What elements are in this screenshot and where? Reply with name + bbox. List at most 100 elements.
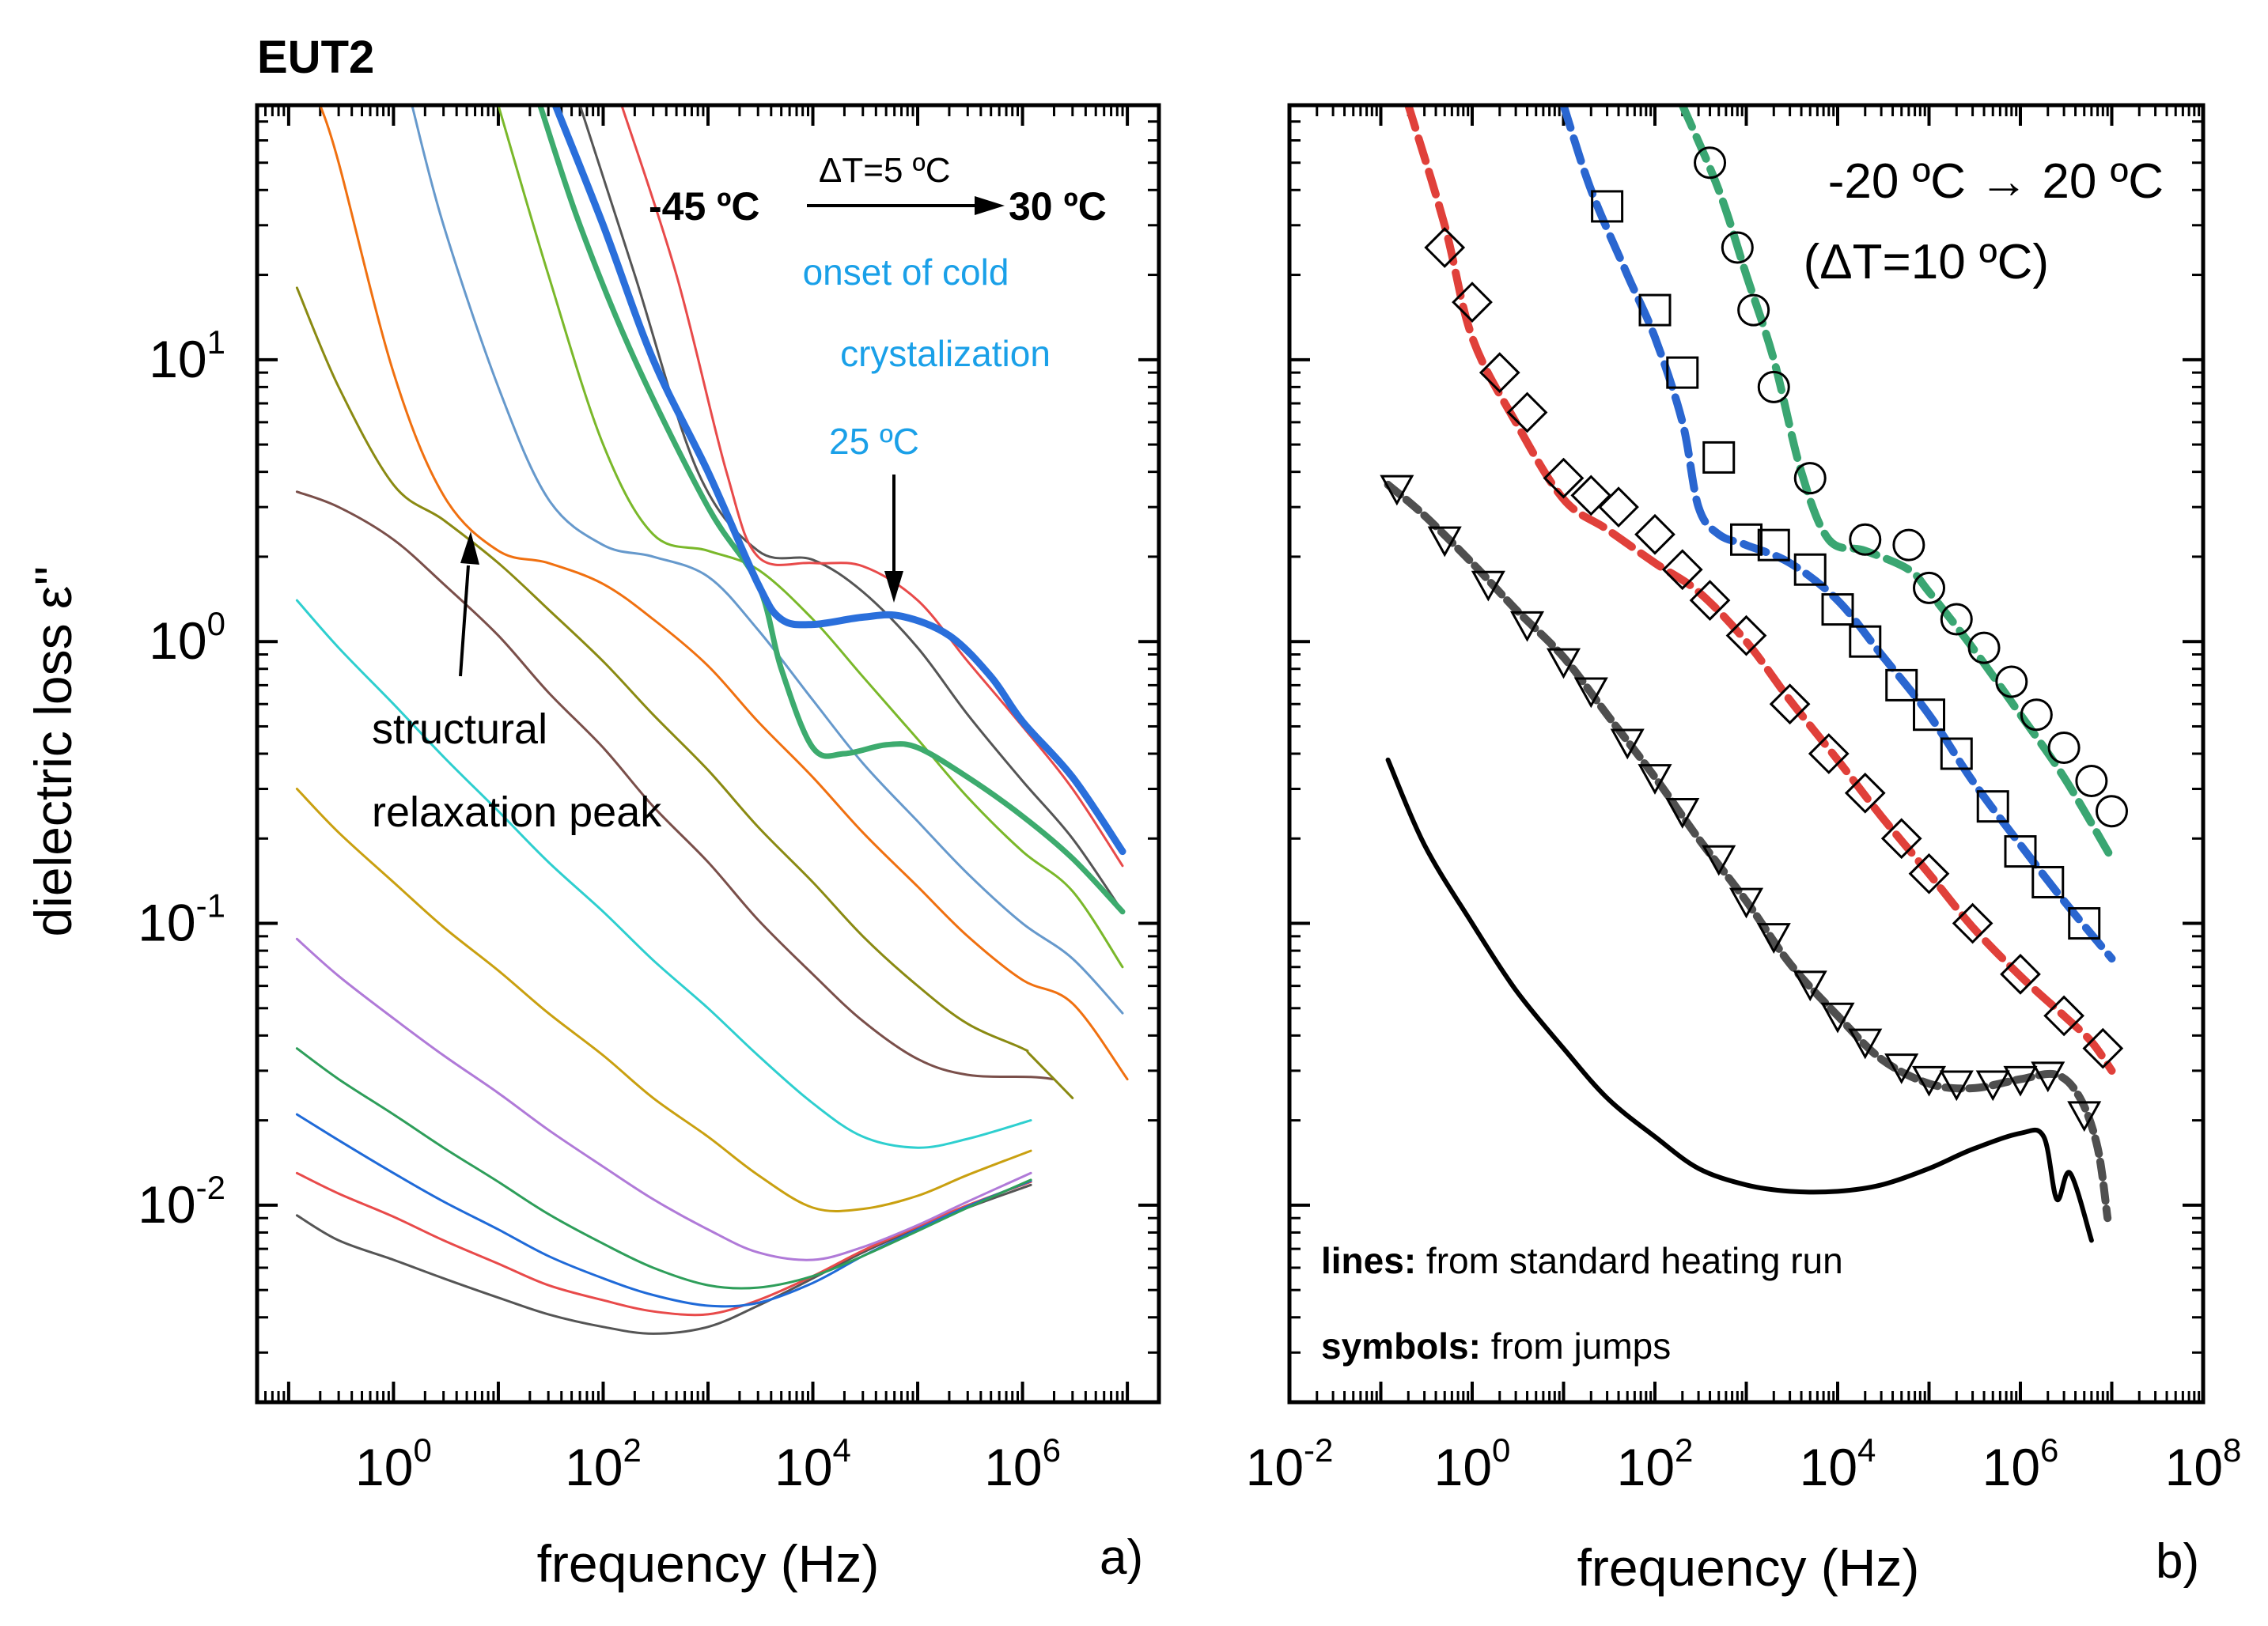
panel-b-temp-delta: (ΔT=10 ºC): [1804, 235, 2049, 289]
symbol-diamond: [1725, 614, 1767, 656]
symbol-triangle-down: [1884, 1053, 1919, 1084]
x-tick-label: 102: [1617, 1431, 1694, 1496]
symbol-diamond: [1634, 513, 1675, 555]
series-line--35: [295, 1113, 1032, 1308]
series-line-20 ºC: [1678, 105, 2116, 863]
symbol-square: [1976, 790, 2009, 823]
panel-a-ticks: [256, 104, 1161, 1404]
x-tick-label: 104: [1800, 1431, 1876, 1496]
symbol-triangle-down: [1911, 1065, 1947, 1097]
symbol-square: [1821, 593, 1854, 626]
y-tick-label: 10-2: [138, 1169, 225, 1234]
series-line--30: [295, 1047, 1032, 1290]
symbol-triangle-down: [1939, 1070, 1974, 1102]
symbol-circle: [1694, 146, 1727, 180]
symbol-diamond: [2000, 953, 2041, 995]
symbol-circle: [1737, 293, 1770, 327]
figure-title: EUT2: [257, 32, 374, 83]
y-tick-label: 101: [149, 323, 225, 388]
symbol-diamond: [1880, 818, 1922, 860]
symbol-square: [1885, 668, 1918, 701]
symbol-triangle-down: [2067, 1101, 2102, 1133]
symbol-triangle-down: [1793, 970, 1827, 1002]
symbol-circle: [1793, 462, 1827, 495]
panel-b-label: b): [2156, 1534, 2199, 1589]
symbol-circle: [1940, 603, 1973, 636]
symbol-square: [1849, 625, 1882, 658]
symbol-diamond: [1452, 282, 1493, 323]
relaxation-label-line2: relaxation peak: [372, 788, 662, 836]
series-line-5: [411, 105, 1124, 1015]
temp-end-label: 30 ºC: [1009, 184, 1107, 229]
symbol-triangle-down: [1728, 887, 1764, 919]
symbol-diamond: [1952, 902, 1993, 944]
symbol-triangle-down: [1665, 798, 1700, 829]
panel-b-temp-range: -20 ºC → 20 ºC: [1828, 154, 2164, 209]
symbol-circle: [1721, 231, 1754, 264]
symbol-square: [1793, 553, 1827, 586]
symbol-circle: [1967, 631, 2001, 664]
symbol-diamond: [2082, 1027, 2124, 1069]
series-line-10 ºC: [1559, 105, 2116, 963]
legend-lines-text: from standard heating run: [1416, 1240, 1843, 1281]
legend-symbols: symbols: from jumps: [1321, 1325, 1671, 1367]
symbol-diamond: [1424, 227, 1466, 268]
relaxation-arrowhead: [460, 531, 479, 565]
y-tick-label: 10-1: [138, 887, 225, 952]
relaxation-label-line1: structural: [372, 705, 547, 753]
x-tick-label: 106: [1982, 1431, 2059, 1496]
panel-b-series: [1380, 105, 2128, 1243]
cold-crystallization-temp: 25 ºC: [829, 421, 919, 462]
legend-symbols-bold: symbols:: [1321, 1325, 1481, 1367]
symbol-square: [2031, 865, 2065, 898]
symbol-circle: [2020, 698, 2053, 732]
series-line-30: [551, 105, 1126, 856]
symbol-circle: [1757, 370, 1790, 403]
symbol-diamond: [1808, 733, 1850, 774]
symbol-triangle-down: [1380, 475, 1414, 506]
panel-a-label: a): [1100, 1530, 1143, 1585]
symbol-diamond: [1689, 580, 1731, 621]
symbol-circle: [2096, 795, 2128, 828]
series-line-20: [620, 105, 1124, 868]
symbol-triangle-down: [2031, 1061, 2065, 1093]
x-tick-label: 106: [984, 1431, 1061, 1496]
panel-b: 10-2 100 102 104 106 108 frequency (Hz) b) -2…: [1246, 103, 2241, 1597]
legend-lines: lines: from standard heating run: [1321, 1240, 1843, 1281]
cold-crystallization-line2: crystalization: [840, 333, 1051, 374]
x-tick-label: 102: [565, 1431, 642, 1496]
symbol-triangle-down: [2003, 1065, 2038, 1097]
panel-b-frame: [1287, 103, 2206, 1405]
symbol-triangle-down: [1848, 1028, 1883, 1060]
symbol-diamond: [1506, 391, 1548, 433]
symbol-triangle-down: [1702, 845, 1736, 876]
x-tick-label: 104: [774, 1431, 851, 1496]
y-tick-label: 100: [149, 605, 225, 670]
panel-a-y-axis-label: dielectric loss ε'': [24, 565, 82, 936]
symbol-diamond: [1908, 853, 1950, 894]
series-line-10: [497, 105, 1124, 969]
symbol-triangle-down: [1573, 677, 1608, 709]
panel-a-y-tick-labels: 10-2 10-1 100 101: [138, 323, 225, 1234]
panel-b-ticks: [1288, 104, 2205, 1404]
symbol-square: [1757, 528, 1790, 562]
legend-symbols-text: from jumps: [1481, 1325, 1671, 1367]
symbol-circle: [1995, 665, 2028, 698]
series-line--20: [295, 788, 1032, 1212]
series-line--10 ºC: [1384, 480, 2112, 1223]
panel-a-series: [295, 105, 1129, 1335]
x-tick-label: 10-2: [1246, 1431, 1334, 1496]
symbol-square: [1591, 190, 1624, 223]
panel-a: 100 102 104 106 10-2 10-1 100 101 frequency (H…: [24, 103, 1161, 1593]
symbol-square: [1638, 293, 1672, 327]
symbol-triangle-down: [1638, 764, 1672, 795]
series-line--40: [295, 1171, 1032, 1317]
relaxation-arrow: [459, 565, 470, 677]
symbol-square: [1666, 356, 1699, 389]
legend-lines-bold: lines:: [1321, 1240, 1416, 1281]
symbol-diamond: [1661, 549, 1703, 591]
symbol-square: [1940, 737, 1973, 770]
symbol-circle: [2047, 731, 2081, 764]
series-line-15: [578, 105, 1124, 913]
